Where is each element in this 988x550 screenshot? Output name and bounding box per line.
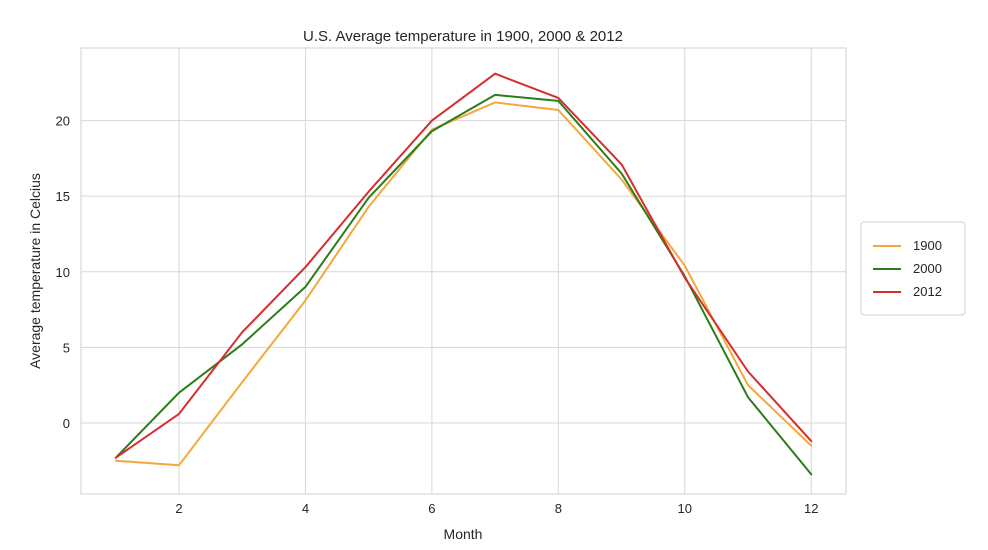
y-tick-label: 5 — [63, 340, 70, 355]
series-line-2012 — [114, 72, 813, 459]
legend-label-2000: 2000 — [913, 261, 942, 276]
legend-label-2012: 2012 — [913, 284, 942, 299]
y-tick-label: 15 — [56, 189, 70, 204]
grid — [81, 48, 846, 494]
y-tick-label: 10 — [56, 265, 70, 280]
x-tick-label: 2 — [175, 501, 182, 516]
y-tick-label: 0 — [63, 416, 70, 431]
x-tick-label: 10 — [678, 501, 692, 516]
series-line-2000 — [114, 93, 813, 476]
x-tick-label: 4 — [302, 501, 309, 516]
legend-label-1900: 1900 — [913, 238, 942, 253]
chart-title: U.S. Average temperature in 1900, 2000 &… — [303, 28, 623, 45]
x-tick-label: 12 — [804, 501, 818, 516]
series-lines — [114, 72, 813, 476]
series-line-1900 — [114, 101, 813, 467]
plot-area-frame — [80, 47, 847, 495]
x-axis-label: Month — [444, 526, 483, 542]
x-tick-label: 6 — [428, 501, 435, 516]
y-axis-label: Average temperature in Celcius — [27, 173, 43, 369]
tick-labels: 2 4 6 8 10 12 0 5 10 15 20 — [56, 114, 819, 516]
y-tick-label: 20 — [56, 114, 70, 129]
legend: 1900 2000 2012 — [860, 221, 966, 316]
x-tick-label: 8 — [555, 501, 562, 516]
